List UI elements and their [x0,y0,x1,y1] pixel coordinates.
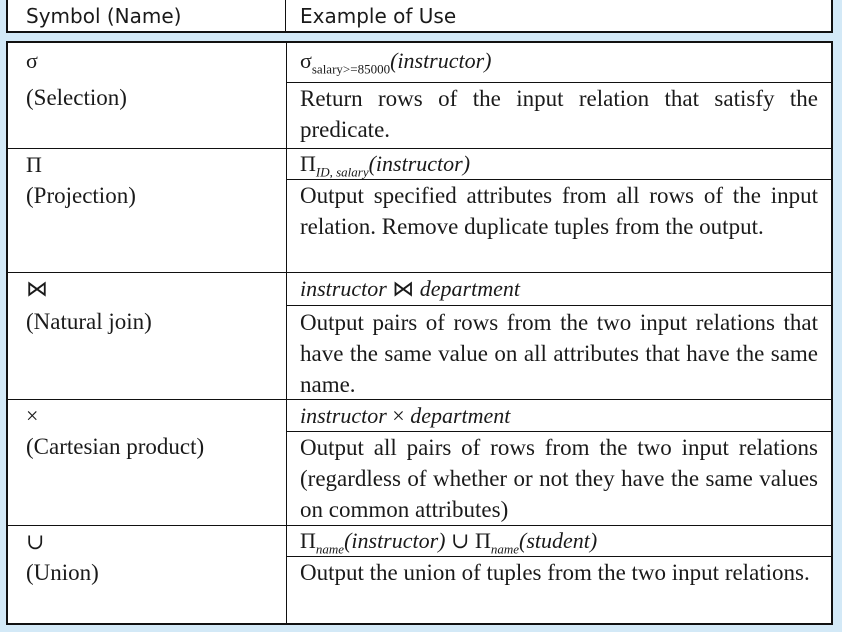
symbol-natural-join: ⋈ [26,276,48,301]
table-header: Symbol (Name) Example of Use [6,0,833,33]
symbol-name: (Cartesian product) [26,434,205,459]
header-divider [8,0,286,31]
table-row-projection: Π (Projection) ΠID, salary(instructor) O… [8,149,831,273]
table-row-selection: σ (Selection) σsalary>=85000(instructor)… [8,43,831,149]
symbol-name: (Projection) [26,183,136,208]
example-expression: Πname(instructor) ∪ Πname(student) [287,526,831,557]
table-row-natural-join: ⋈ (Natural join) instructor ⋈ department… [8,273,831,400]
symbol-sigma: σ [26,48,38,73]
description: Output pairs of rows from the two input … [300,310,818,397]
example-expression: σsalary>=85000(instructor) [287,43,831,83]
example-expression: instructor × department [287,400,831,432]
symbol-name: (Natural join) [26,309,152,334]
symbol-name: (Union) [26,560,99,585]
column-divider [286,43,287,623]
relational-algebra-table: Symbol (Name) Example of Use σ (Selectio… [6,0,833,626]
example-expression: instructor ⋈ department [287,273,831,306]
header-example-of-use: Example of Use [300,4,457,28]
symbol-pi: Π [26,152,42,177]
description: Output specified attributes from all row… [300,183,818,239]
symbol-name: (Selection) [26,85,127,110]
description: Return rows of the input relation that s… [300,86,818,142]
table-body: σ (Selection) σsalary>=85000(instructor)… [6,41,833,625]
description: Output the union of tuples from the two … [300,560,810,585]
description: Output all pairs of rows from the two in… [300,435,818,522]
symbol-union: ∪ [26,529,45,554]
header-symbol-name: Symbol (Name) [26,4,182,28]
example-expression: ΠID, salary(instructor) [287,149,831,180]
table-row-union: ∪ (Union) Πname(instructor) ∪ Πname(stud… [8,526,831,623]
symbol-times: × [26,403,39,428]
table-row-cartesian-product: × (Cartesian product) instructor × depar… [8,400,831,526]
